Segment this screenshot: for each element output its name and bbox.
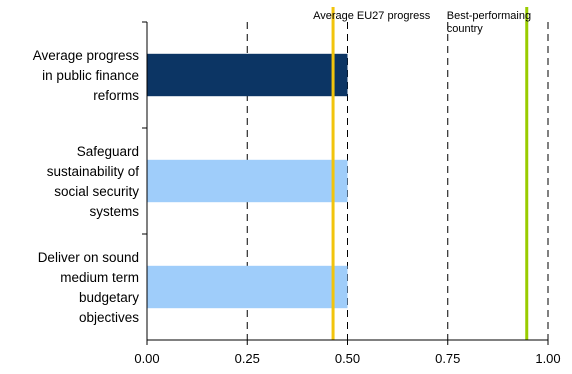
labels: 0.00 0.25 0.50 0.75 1.00 Average progress in p… — [33, 10, 561, 366]
reference-lines — [331, 7, 529, 340]
reference-line-label: Average EU27 progress — [313, 10, 431, 22]
bar — [147, 265, 348, 309]
x-tick-label: 0.75 — [435, 351, 460, 366]
axes — [142, 21, 549, 345]
reference-line-label: Best-performaing country — [447, 10, 531, 35]
x-tick-label: 0.00 — [134, 351, 159, 366]
bar — [147, 53, 348, 97]
x-tick-label: 0.50 — [335, 351, 360, 366]
bar — [147, 159, 348, 203]
category-label: Safeguard sustainability of social securit… — [47, 144, 140, 219]
category-label: Deliver on sound medium term budgetary obje… — [38, 250, 140, 325]
x-tick-label: 0.25 — [235, 351, 260, 366]
category-label: Average progress in public finance reforms — [33, 48, 140, 103]
bars — [147, 53, 348, 309]
x-tick-label: 1.00 — [535, 351, 560, 366]
